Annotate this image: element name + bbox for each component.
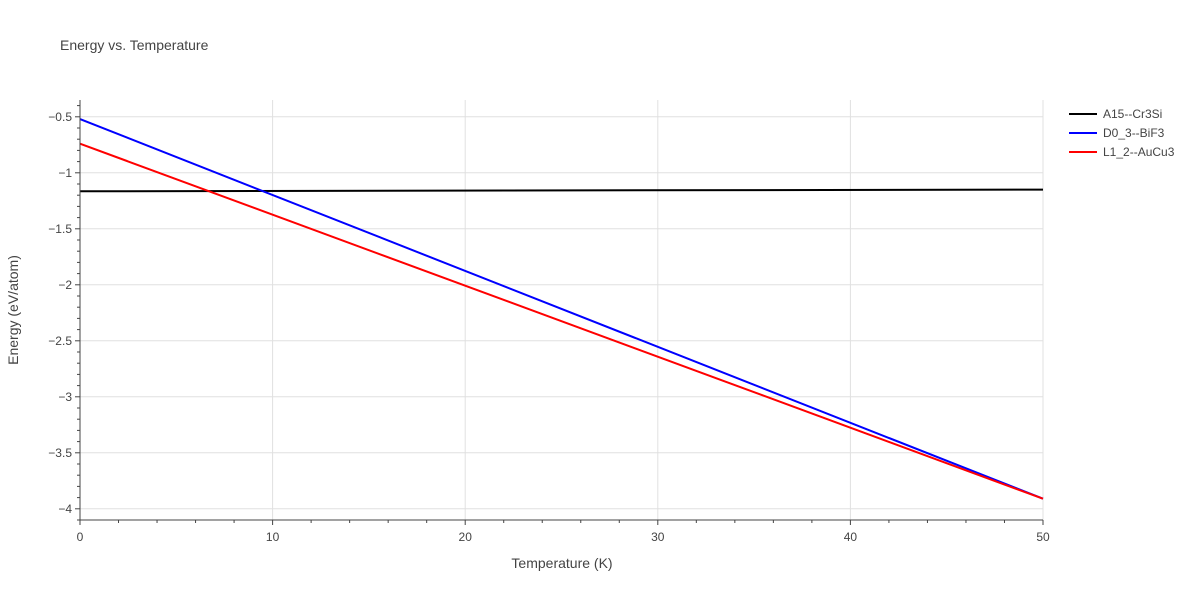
legend-item[interactable]: D0_3--BiF3	[1069, 126, 1165, 140]
series-line-l1-2-aucu3	[79, 142, 1044, 500]
y-tick-label: −0.5	[48, 110, 72, 124]
series-lines	[79, 118, 1044, 500]
axes: 0 10 20 30 40 50 −4 −3.5 −3 −2.5 −2 −1.5 −1 −0.5	[48, 100, 1050, 544]
chart-title: Energy vs. Temperature	[60, 37, 209, 53]
legend-label: D0_3--BiF3	[1103, 126, 1165, 140]
y-tick-label: −1.5	[48, 222, 72, 236]
legend-label: A15--Cr3Si	[1103, 107, 1162, 121]
series-line-d0-3-bif3	[79, 118, 1044, 500]
legend-item[interactable]: A15--Cr3Si	[1069, 107, 1162, 121]
legend[interactable]: A15--Cr3Si D0_3--BiF3 L1_2--AuCu3	[1069, 107, 1175, 159]
y-tick-label: −3	[58, 390, 72, 404]
x-tick-label: 50	[1036, 530, 1050, 544]
grid	[80, 100, 1044, 520]
legend-label: L1_2--AuCu3	[1103, 145, 1175, 159]
y-tick-label: −2.5	[48, 334, 72, 348]
x-tick-label: 10	[266, 530, 280, 544]
series-line-a15-cr3si	[79, 188, 1044, 193]
y-axis-title: Energy (eV/atom)	[5, 255, 21, 365]
x-tick-label: 0	[77, 530, 84, 544]
x-axis-title: Temperature (K)	[511, 555, 612, 571]
x-tick-label: 40	[844, 530, 858, 544]
legend-item[interactable]: L1_2--AuCu3	[1069, 145, 1175, 159]
y-tick-label: −4	[58, 502, 72, 516]
x-tick-label: 30	[651, 530, 665, 544]
y-tick-label: −3.5	[48, 446, 72, 460]
y-tick-label: −2	[58, 278, 72, 292]
y-tick-label: −1	[58, 166, 72, 180]
x-tick-label: 20	[459, 530, 473, 544]
